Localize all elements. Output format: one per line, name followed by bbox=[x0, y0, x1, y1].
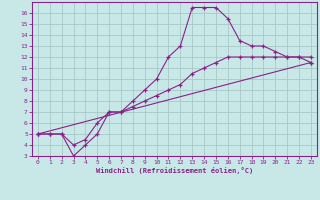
X-axis label: Windchill (Refroidissement éolien,°C): Windchill (Refroidissement éolien,°C) bbox=[96, 167, 253, 174]
